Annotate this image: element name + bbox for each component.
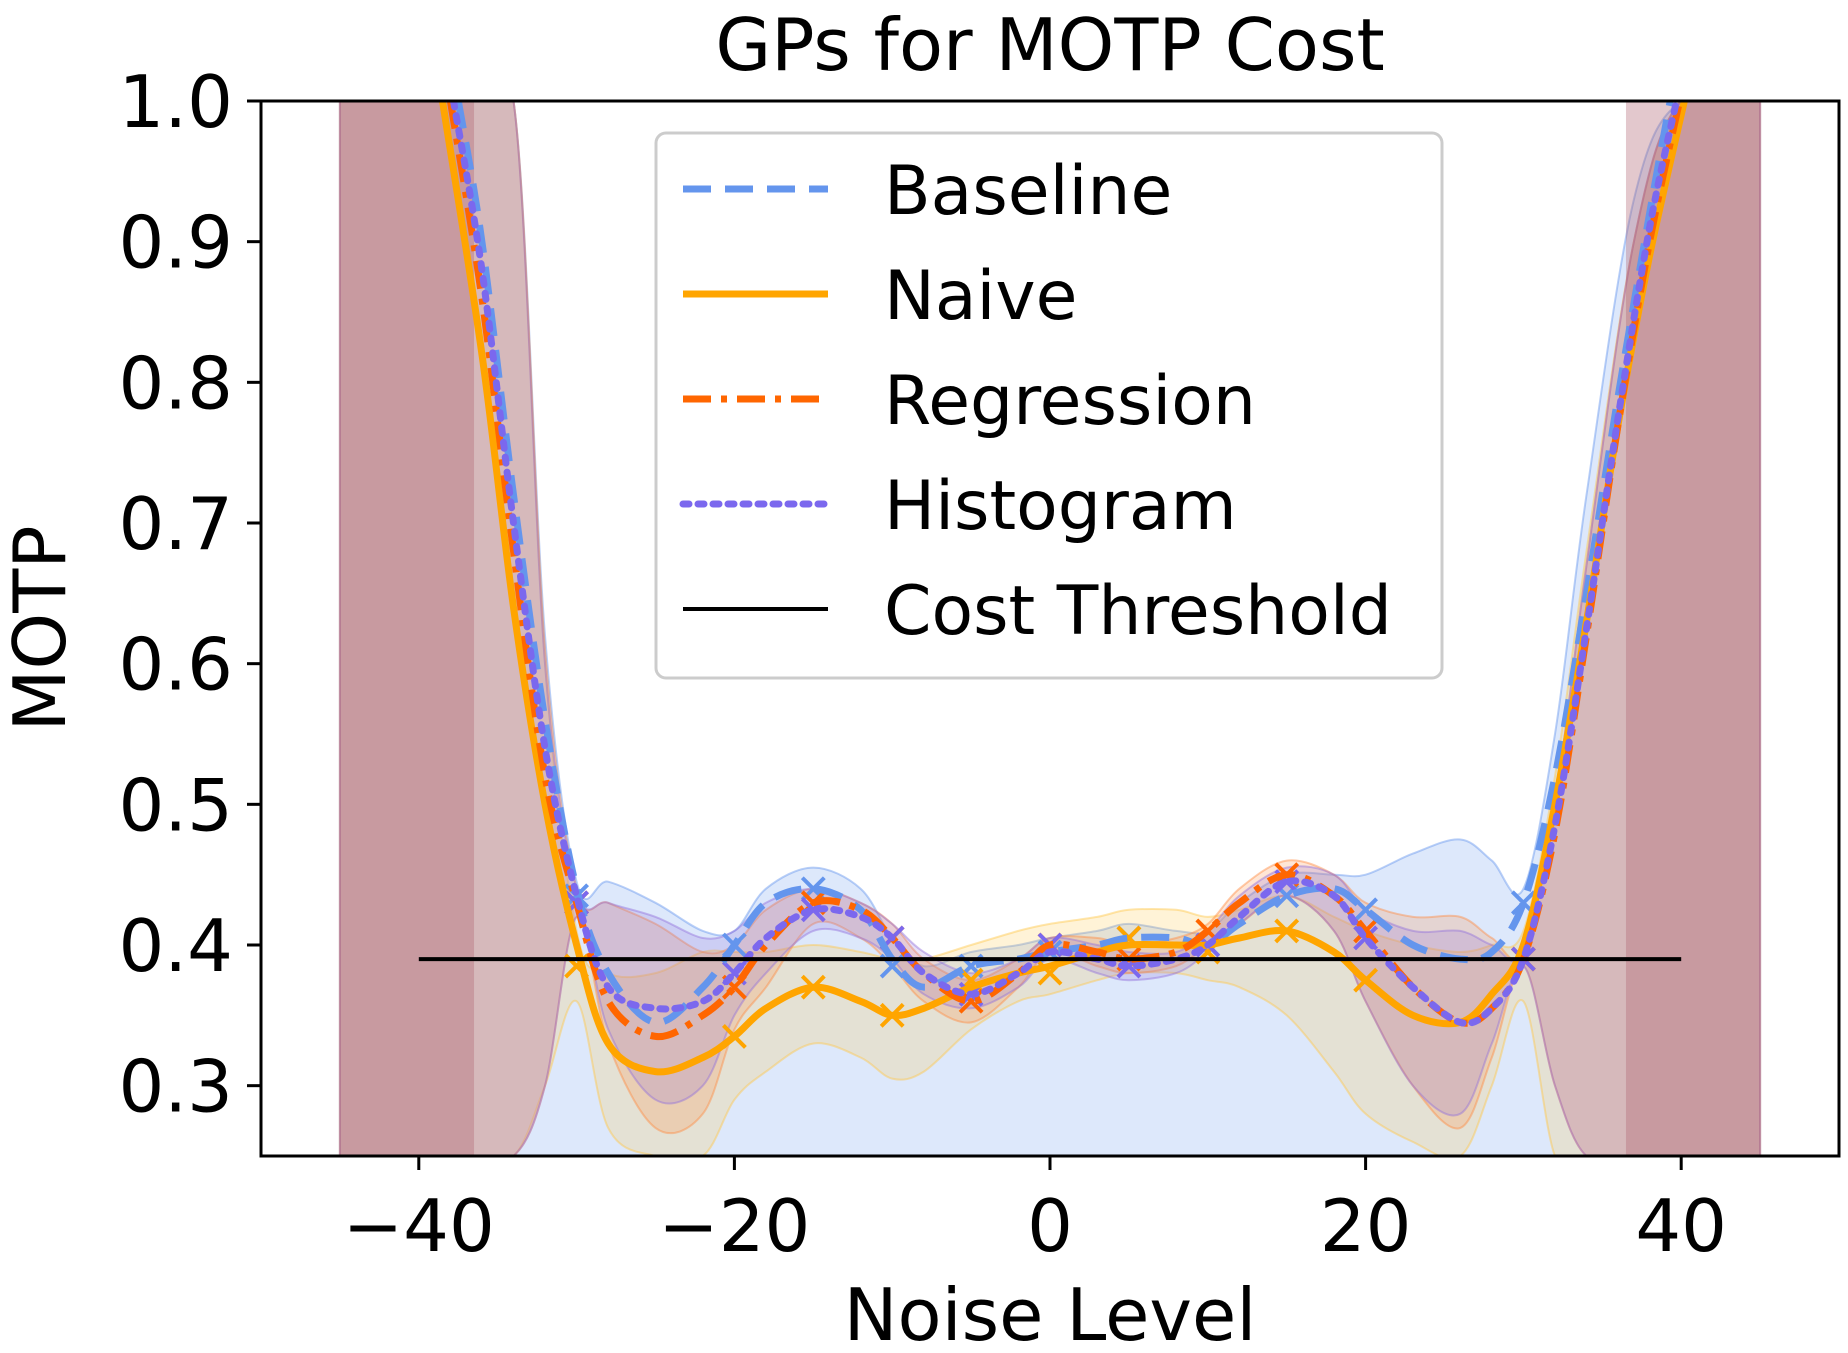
y-tick-label: 0.8 bbox=[118, 341, 233, 425]
legend-label-regression: Regression bbox=[884, 362, 1256, 441]
x-axis-label: Noise Level bbox=[844, 1273, 1257, 1353]
x-tick-label: 40 bbox=[1635, 1184, 1727, 1268]
y-tick-label: 0.9 bbox=[118, 201, 233, 285]
legend-label-naive: Naive bbox=[884, 257, 1078, 336]
mean-line-regression bbox=[446, 101, 1684, 1041]
y-axis-label: MOTP bbox=[0, 525, 82, 731]
mean-line-histogram bbox=[450, 101, 1680, 1027]
y-tick-label: 0.6 bbox=[118, 623, 233, 707]
band-overlap-left bbox=[339, 101, 475, 1156]
mean-line-naive bbox=[439, 101, 1688, 1076]
legend-label-cost-threshold: Cost Threshold bbox=[884, 572, 1392, 651]
band-baseline bbox=[338, 101, 1762, 1156]
x-tick-label: 0 bbox=[1027, 1184, 1073, 1268]
y-axis-ticks: 0.3 0.4 0.5 0.6 0.7 0.8 0.9 1.0 bbox=[118, 60, 261, 1129]
y-tick-label: 0.3 bbox=[118, 1045, 233, 1129]
gp-mean-lines bbox=[439, 101, 1688, 1076]
x-tick-label: −20 bbox=[658, 1184, 810, 1268]
legend-label-baseline: Baseline bbox=[884, 152, 1172, 231]
y-tick-label: 0.7 bbox=[118, 482, 233, 566]
legend: Baseline Naive Regression Histogram Cost Thr… bbox=[654, 131, 1444, 680]
x-tick-label: −40 bbox=[343, 1184, 495, 1268]
x-axis-ticks: −40 −20 0 20 40 bbox=[343, 1156, 1727, 1268]
x-tick-label: 20 bbox=[1320, 1184, 1412, 1268]
y-tick-label: 1.0 bbox=[118, 60, 233, 144]
y-tick-label: 0.5 bbox=[118, 763, 233, 847]
legend-frame bbox=[654, 131, 1444, 680]
y-tick-label: 0.4 bbox=[118, 904, 233, 988]
legend-label-histogram: Histogram bbox=[884, 467, 1237, 546]
chart-title: GPs for MOTP Cost bbox=[715, 3, 1384, 87]
